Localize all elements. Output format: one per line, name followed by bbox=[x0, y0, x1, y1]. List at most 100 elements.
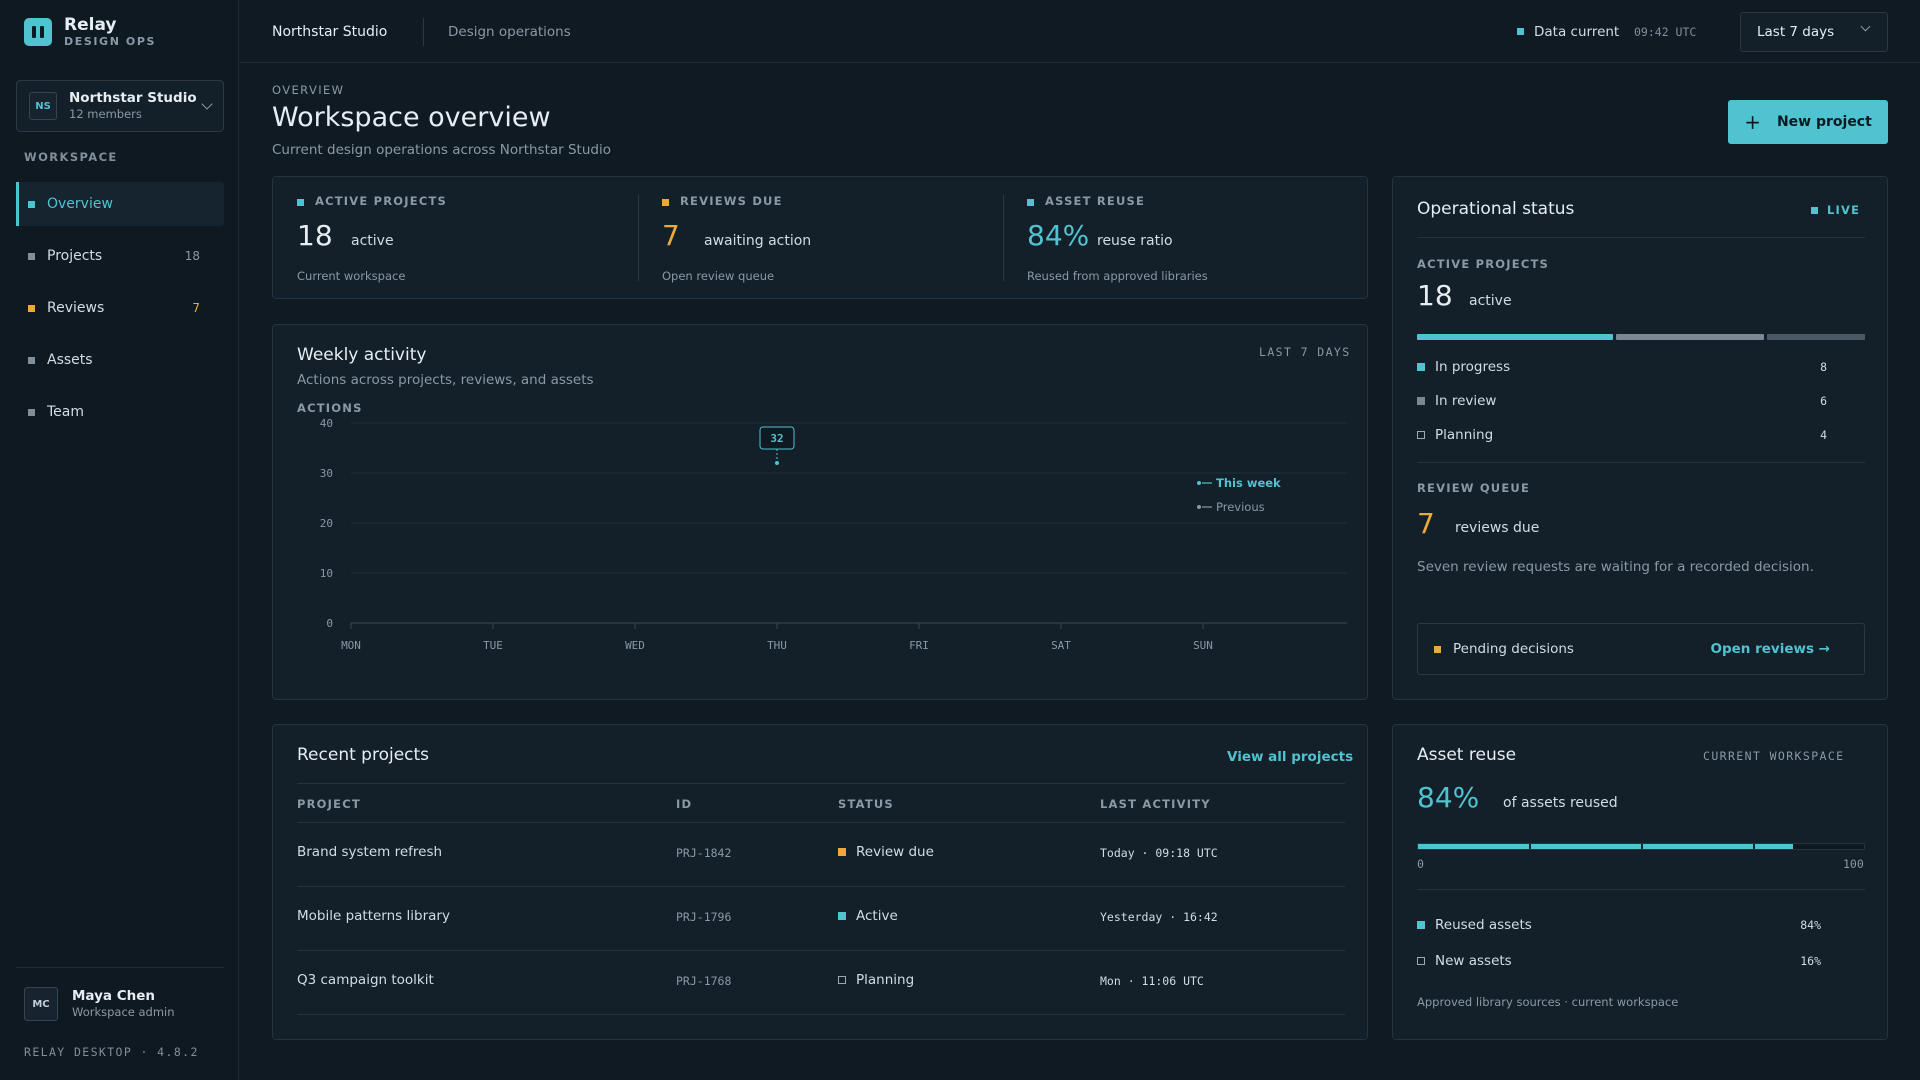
page-title: Workspace overview bbox=[272, 102, 551, 133]
review-queue-value: 7 bbox=[1417, 507, 1435, 540]
status-badge: Planning bbox=[838, 972, 914, 988]
y-tick-label: 40 bbox=[320, 417, 333, 430]
reuse-unit: of assets reused bbox=[1503, 795, 1618, 811]
nav-marker-icon bbox=[28, 304, 35, 312]
pending-decisions: Pending decisions Open reviews → bbox=[1417, 623, 1865, 675]
breadcrumb-section[interactable]: Design operations bbox=[448, 24, 571, 40]
sidebar-item-reviews[interactable]: Reviews 7 bbox=[16, 286, 224, 330]
page-subtitle: Current design operations across Northst… bbox=[272, 142, 611, 158]
x-tick-label: SAT bbox=[1051, 639, 1071, 652]
kpi-footnote: Reused from approved libraries bbox=[1027, 269, 1208, 283]
legend-planning: Planning 4 bbox=[1417, 427, 1827, 443]
kpi-summary-card: ACTIVE PROJECTS 18 active Current worksp… bbox=[272, 176, 1368, 299]
sidebar-item-label: Assets bbox=[47, 352, 93, 368]
x-tick-label: SUN bbox=[1193, 639, 1213, 652]
nav-marker-icon bbox=[28, 252, 35, 260]
legend-label: Previous bbox=[1216, 500, 1265, 514]
legend-label: This week bbox=[1216, 476, 1281, 490]
relay-logo-icon bbox=[24, 18, 52, 46]
kpi-reviews-due: REVIEWS DUE 7 awaiting action Open revie… bbox=[638, 177, 1003, 298]
project-name: Mobile patterns library bbox=[297, 908, 450, 924]
kpi-divider bbox=[638, 195, 639, 281]
card-title: Operational status bbox=[1417, 199, 1575, 219]
nav-marker-icon bbox=[28, 356, 35, 364]
table-row[interactable]: Mobile patterns library PRJ-1796 Active … bbox=[297, 886, 1345, 950]
data-status: Data current bbox=[1534, 24, 1620, 40]
progress-tick bbox=[1753, 844, 1755, 849]
new-project-button[interactable]: + New project bbox=[1728, 100, 1888, 144]
open-reviews-link[interactable]: Open reviews → bbox=[1710, 641, 1830, 657]
kpi-label-text: ACTIVE PROJECTS bbox=[315, 194, 447, 208]
user-profile[interactable]: MC Maya Chen Workspace admin bbox=[24, 987, 175, 1021]
x-tick-label: TUE bbox=[483, 639, 503, 652]
scale-min: 0 bbox=[1417, 857, 1424, 871]
project-id: PRJ-1842 bbox=[676, 846, 732, 860]
chevron-down-icon bbox=[201, 98, 213, 110]
section-label: ACTIVE PROJECTS bbox=[1417, 257, 1549, 271]
workspace-avatar: NS bbox=[29, 92, 57, 120]
project-status-bar bbox=[1417, 334, 1865, 340]
kpi-footnote: Open review queue bbox=[662, 269, 775, 283]
status-dot-icon bbox=[838, 976, 846, 984]
card-title: Asset reuse bbox=[1417, 745, 1517, 765]
status-bar-segment bbox=[1417, 334, 1614, 340]
legend-swatch-icon bbox=[1417, 957, 1425, 965]
kpi-marker-icon bbox=[662, 199, 669, 206]
legend-swatch-icon bbox=[1417, 431, 1425, 439]
project-name: Brand system refresh bbox=[297, 844, 443, 860]
legend-value: 8 bbox=[1820, 360, 1827, 374]
legend-reused-assets: Reused assets 84% bbox=[1417, 917, 1821, 933]
sidebar-item-projects[interactable]: Projects 18 bbox=[16, 234, 224, 278]
avatar: MC bbox=[24, 987, 58, 1021]
project-id: PRJ-1796 bbox=[676, 910, 732, 924]
kpi-divider bbox=[1003, 195, 1004, 281]
table-row[interactable]: Brand system refresh PRJ-1842 Review due… bbox=[297, 822, 1345, 886]
view-all-projects-link[interactable]: View all projects bbox=[1227, 749, 1354, 765]
sidebar-item-count: 18 bbox=[184, 249, 200, 263]
nav-marker-icon bbox=[28, 200, 35, 208]
y-axis-label: ACTIONS bbox=[297, 401, 363, 415]
last-activity: Today · 09:18 UTC bbox=[1100, 846, 1218, 860]
status-label: Planning bbox=[856, 972, 915, 988]
column-header-last-activity[interactable]: LAST ACTIVITY bbox=[1100, 797, 1211, 811]
table-row[interactable]: Q3 campaign toolkit PRJ-1768 Planning Mo… bbox=[297, 950, 1345, 1014]
kpi-label-text: REVIEWS DUE bbox=[680, 194, 783, 208]
legend-dot-icon bbox=[1197, 505, 1201, 509]
breadcrumb-workspace[interactable]: Northstar Studio bbox=[272, 24, 388, 40]
sidebar-item-team[interactable]: Team bbox=[16, 390, 224, 434]
column-header-id[interactable]: ID bbox=[676, 797, 693, 811]
y-tick-label: 0 bbox=[326, 617, 333, 630]
kpi-value: 18 bbox=[297, 219, 333, 252]
table-divider bbox=[297, 886, 1345, 887]
kpi-value: 7 bbox=[662, 219, 680, 252]
kpi-label-text: ASSET REUSE bbox=[1045, 194, 1146, 208]
data-label: 32 bbox=[770, 432, 783, 445]
kpi-value: 84% bbox=[1027, 219, 1090, 252]
user-role: Workspace admin bbox=[72, 1005, 175, 1019]
brand[interactable]: Relay DESIGN OPS bbox=[24, 16, 156, 48]
legend-label: New assets bbox=[1435, 953, 1512, 969]
column-header-project[interactable]: PROJECT bbox=[297, 797, 361, 811]
legend-in-review: In review 6 bbox=[1417, 393, 1827, 409]
sidebar-item-label: Projects bbox=[47, 248, 103, 264]
legend-dot-icon bbox=[1197, 481, 1201, 485]
legend-label: Planning bbox=[1435, 427, 1494, 443]
kpi-unit: reuse ratio bbox=[1097, 233, 1173, 249]
pending-marker-icon bbox=[1434, 645, 1441, 653]
column-header-status[interactable]: STATUS bbox=[838, 797, 894, 811]
workspace-switcher[interactable]: NS Northstar Studio 12 members bbox=[16, 80, 224, 132]
legend-in-progress: In progress 8 bbox=[1417, 359, 1827, 375]
x-tick-label: WED bbox=[625, 639, 645, 652]
status-dot-icon bbox=[838, 912, 846, 920]
sidebar-nav: Overview Projects 18 Reviews 7 Assets Te… bbox=[16, 182, 224, 442]
date-range-select[interactable]: Last 7 days bbox=[1740, 12, 1888, 52]
kpi-active-projects: ACTIVE PROJECTS 18 active Current worksp… bbox=[273, 177, 638, 298]
workspace-members: 12 members bbox=[69, 107, 142, 121]
y-tick-label: 20 bbox=[320, 517, 333, 530]
sidebar-item-assets[interactable]: Assets bbox=[16, 338, 224, 382]
sidebar-item-overview[interactable]: Overview bbox=[16, 182, 224, 226]
x-tick-label: FRI bbox=[909, 639, 929, 652]
sidebar-item-label: Overview bbox=[47, 196, 113, 212]
legend-swatch-icon bbox=[1417, 921, 1425, 929]
chevron-down-icon bbox=[1860, 21, 1871, 32]
